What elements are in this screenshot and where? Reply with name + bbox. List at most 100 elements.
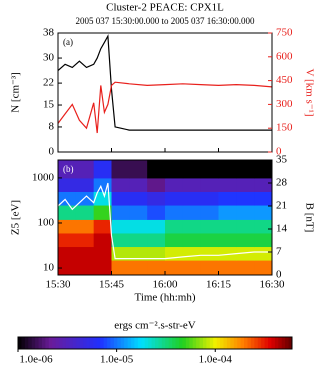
colorbar-segment	[151, 337, 156, 349]
spectrogram-cell	[75, 177, 95, 192]
spectrogram-cell	[58, 246, 77, 261]
spectrogram-cell	[200, 160, 219, 179]
colorbar-segment	[161, 337, 166, 349]
spectrogram-cell	[254, 246, 272, 261]
y-axis-label: Z5 [eV]	[10, 200, 22, 235]
spectrogram-cell	[254, 219, 272, 234]
colorbar-segment	[41, 337, 46, 349]
spectrogram-cell	[236, 191, 255, 206]
x-tick-label: 16:15	[206, 279, 232, 291]
colorbar-segment	[124, 337, 129, 349]
spectrogram-cell	[58, 160, 77, 179]
spectrogram-cell	[165, 191, 184, 206]
spectrogram-cell	[165, 205, 184, 220]
spectrogram-cell	[111, 191, 130, 206]
spectrogram-cell	[218, 232, 237, 248]
spectrogram-cell	[182, 260, 202, 275]
spectrogram-cell	[129, 232, 148, 248]
spectrogram-cell	[165, 260, 184, 275]
colorbar-segment	[189, 337, 194, 349]
colorbar-segment	[206, 337, 211, 349]
colorbar-segment	[72, 337, 77, 349]
spectrogram-cell	[75, 260, 95, 275]
y-tick-label: 1000	[32, 171, 55, 183]
y-tick-label: 8	[49, 120, 55, 132]
spectrogram-cell	[254, 191, 272, 206]
spectrogram-cell	[147, 191, 166, 206]
spectrogram-cell	[147, 232, 166, 248]
spectrogram-cell	[58, 205, 77, 220]
plot-area	[58, 34, 272, 134]
colorbar-segment	[28, 337, 33, 349]
colorbar-segment	[38, 337, 43, 349]
series-line	[58, 34, 272, 131]
title: Cluster-2 PEACE: CPX1L	[106, 2, 224, 14]
colorbar-segment	[247, 337, 252, 349]
colorbar-segment	[62, 337, 67, 349]
y2-tick-label: 28	[276, 177, 288, 189]
colorbar-segment	[220, 337, 224, 349]
spectrogram-cell	[111, 219, 130, 234]
colorbar-segment	[48, 337, 53, 349]
colorbar-segment	[141, 337, 146, 349]
colorbar-segment	[127, 337, 132, 349]
colorbar-tick-label: 1.0e-05	[100, 354, 134, 366]
colorbar-segment	[199, 337, 204, 349]
spectrogram-cell	[218, 246, 237, 261]
spectrogram-cell	[75, 205, 95, 220]
colorbar-segment	[21, 337, 26, 349]
colorbar-segment	[202, 337, 207, 349]
colorbar-segment	[120, 337, 125, 349]
y-tick-label: 100	[38, 217, 55, 229]
spectrogram-cell	[93, 191, 112, 206]
colorbar-segment	[233, 337, 238, 349]
colorbar-segment	[96, 337, 101, 349]
spectrogram-cell	[75, 160, 95, 179]
colorbar-segment	[144, 337, 149, 349]
spectrogram-cell	[200, 232, 219, 248]
spectrogram-cell	[182, 219, 202, 234]
spectrogram-cell	[111, 160, 130, 179]
y2-tick-label: 150	[276, 122, 293, 134]
spectrogram-cell	[58, 260, 77, 275]
spectrogram-cell	[147, 246, 166, 261]
spectrogram-cell	[93, 246, 112, 261]
colorbar-segment	[175, 337, 180, 349]
spectrogram-cell	[182, 177, 202, 192]
spectrogram-cell	[58, 232, 77, 248]
y2-axis-label: V [km s⁻¹]	[303, 68, 315, 116]
spectrogram-cell	[129, 160, 148, 179]
colorbar-segment	[237, 337, 242, 349]
spectrogram-cell	[254, 205, 272, 220]
colorbar-segment	[264, 337, 269, 349]
colorbar-segment	[213, 337, 218, 349]
colorbar-segment	[244, 337, 248, 349]
colorbar-segment	[93, 337, 98, 349]
colorbar-segment	[52, 337, 57, 349]
spectrogram-cell	[129, 246, 148, 261]
spectrogram-cell	[75, 219, 95, 234]
spectrogram-cell	[218, 191, 237, 206]
colorbar-segment	[230, 337, 235, 349]
x-tick-label: 16:00	[152, 279, 178, 291]
x-tick-label: 16:30	[259, 279, 285, 291]
colorbar-segment	[131, 337, 135, 349]
spectrogram-cell	[200, 260, 219, 275]
colorbar-segment	[216, 337, 221, 349]
colorbar-segment	[35, 337, 40, 349]
spectrogram-cell	[236, 219, 255, 234]
colorbar-segment	[281, 337, 286, 349]
colorbar-segment	[271, 337, 276, 349]
colorbar-segment	[274, 337, 279, 349]
colorbar-segment	[223, 337, 228, 349]
spectrogram-cell	[165, 160, 184, 179]
y2-tick-label: 35	[276, 154, 288, 166]
colorbar-segment	[254, 337, 259, 349]
spectrogram-cell	[129, 191, 148, 206]
colorbar-segment	[172, 337, 177, 349]
spectrogram-cell	[75, 232, 95, 248]
y-axis-label: N [cm⁻³]	[10, 72, 22, 113]
spectrogram-cell	[254, 160, 272, 179]
colorbar-segment	[18, 337, 22, 349]
